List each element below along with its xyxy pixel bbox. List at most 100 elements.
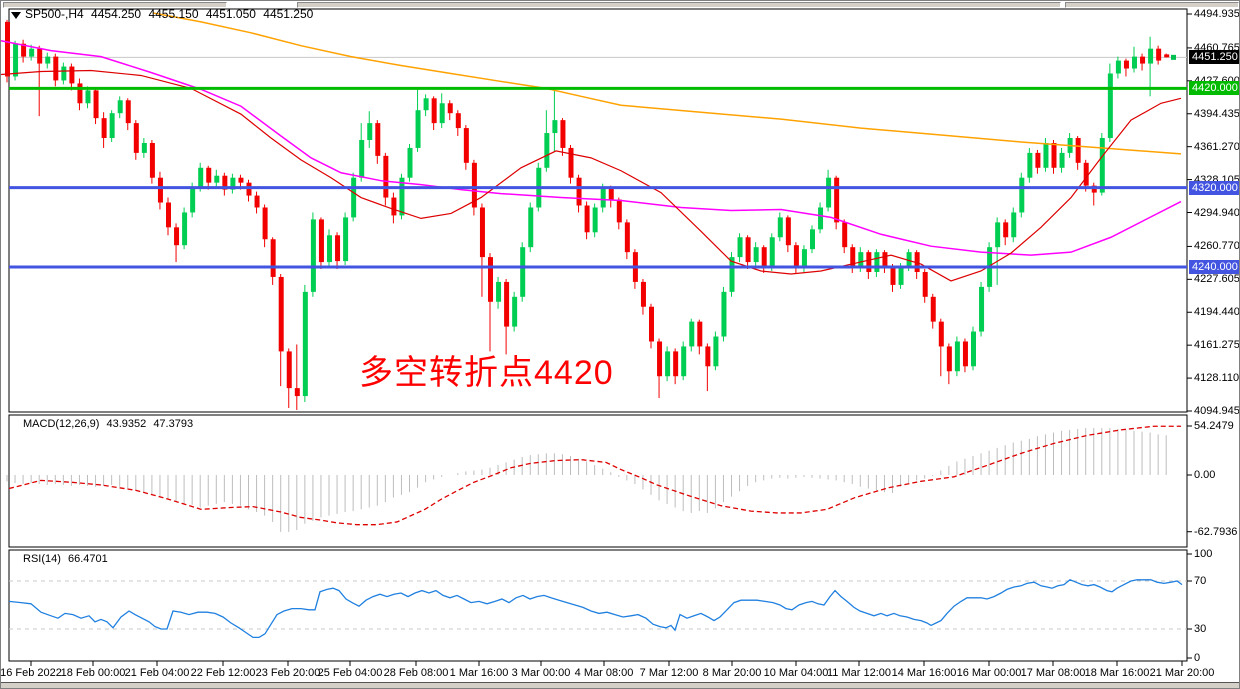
candle-body bbox=[21, 43, 27, 57]
price-axis[interactable] bbox=[1188, 1, 1239, 661]
candle-body bbox=[801, 249, 807, 268]
candle-body bbox=[157, 177, 163, 203]
macd-axis-label: -62.7936 bbox=[1194, 525, 1238, 538]
candle-body bbox=[182, 212, 188, 246]
candle-body bbox=[745, 237, 751, 263]
candle-body bbox=[560, 120, 566, 148]
candle-body bbox=[391, 197, 397, 216]
candle-body bbox=[166, 202, 171, 228]
price-axis-label: 4161.275 bbox=[1194, 339, 1240, 352]
candle-body bbox=[383, 155, 389, 198]
candle-body bbox=[367, 123, 373, 140]
status-bar-segment bbox=[3, 2, 227, 8]
candle-body bbox=[914, 252, 920, 272]
time-axis-label: 23 Feb 20:00 bbox=[255, 667, 321, 679]
candle-body bbox=[657, 341, 663, 377]
time-axis-label: 8 Mar 20:00 bbox=[702, 667, 762, 679]
candle-body bbox=[198, 167, 204, 188]
candle-body bbox=[1051, 142, 1057, 168]
candle-body bbox=[431, 98, 437, 124]
candle-body bbox=[37, 48, 43, 64]
macd-panel[interactable] bbox=[6, 425, 1181, 532]
candle-body bbox=[190, 187, 196, 213]
time-axis[interactable] bbox=[1, 662, 1239, 683]
status-bar-segment bbox=[1065, 2, 1239, 8]
rsi-panel-frame bbox=[8, 549, 1188, 662]
candle-body bbox=[93, 90, 99, 119]
price-panel-frame bbox=[8, 8, 1188, 413]
candle-body bbox=[318, 219, 324, 263]
rsi-indicator-label: RSI(14) 66.4701 bbox=[23, 553, 112, 565]
price-panel[interactable] bbox=[1, 12, 1187, 410]
candle-body bbox=[1043, 142, 1049, 168]
candle-body bbox=[1140, 56, 1146, 64]
candle-body bbox=[793, 245, 799, 268]
candle-body bbox=[69, 66, 75, 84]
rsi-axis-label: 0 bbox=[1194, 652, 1201, 664]
candle-body bbox=[327, 235, 332, 263]
candle-body bbox=[109, 113, 115, 139]
price-axis-label: 4294.940 bbox=[1194, 206, 1240, 219]
candle-body bbox=[238, 177, 244, 183]
price-tag: 4320.000 bbox=[1189, 180, 1239, 195]
macd-name: MACD(12,26,9) bbox=[23, 418, 100, 430]
candlestick-series bbox=[5, 19, 1170, 410]
candle-body bbox=[818, 207, 824, 230]
time-axis-label: 28 Feb 08:00 bbox=[383, 667, 449, 679]
candle-body bbox=[689, 321, 695, 347]
candle-body bbox=[520, 247, 526, 297]
price-tag: 4420.000 bbox=[1189, 81, 1239, 96]
candle-body bbox=[616, 199, 622, 223]
rsi-name: RSI(14) bbox=[23, 553, 61, 565]
time-axis-label: 7 Mar 12:00 bbox=[639, 667, 699, 679]
candle-body bbox=[544, 133, 550, 168]
macd-indicator-label: MACD(12,26,9) 43.9352 47.3793 bbox=[23, 418, 197, 430]
candle-body bbox=[954, 341, 960, 372]
candle-body bbox=[174, 227, 180, 246]
candle-body bbox=[1011, 212, 1017, 238]
symbol-dropdown-icon[interactable] bbox=[11, 12, 21, 19]
candle-body bbox=[673, 351, 679, 377]
price-axis-label: 4128.110 bbox=[1194, 372, 1240, 385]
candle-body bbox=[359, 139, 365, 178]
fast-ma-line bbox=[1, 69, 1182, 282]
candle-body bbox=[447, 103, 453, 114]
candle-body bbox=[141, 142, 147, 153]
candle-body bbox=[1083, 162, 1089, 186]
status-bar-segment bbox=[297, 2, 1061, 8]
candle-body bbox=[1132, 56, 1137, 69]
high-value: 4455.150 bbox=[148, 7, 199, 21]
price-axis-label: 4227.605 bbox=[1194, 273, 1240, 286]
rsi-panel[interactable] bbox=[8, 579, 1187, 639]
candle-body bbox=[761, 247, 767, 268]
candle-body bbox=[1156, 48, 1162, 61]
candle-body bbox=[504, 281, 510, 327]
candle-body bbox=[1099, 138, 1105, 193]
candle-body bbox=[29, 48, 35, 57]
candle-body bbox=[971, 331, 976, 367]
last-price-marker bbox=[1171, 54, 1176, 60]
rsi-value: 66.4701 bbox=[67, 553, 108, 565]
candle-body bbox=[471, 162, 477, 208]
candle-body bbox=[753, 247, 759, 263]
candle-body bbox=[117, 100, 123, 114]
candle-body bbox=[149, 142, 155, 178]
candle-body bbox=[681, 346, 687, 377]
candle-body bbox=[858, 252, 864, 268]
time-axis-label: 3 Mar 00:00 bbox=[511, 667, 571, 679]
candle-body bbox=[512, 296, 518, 327]
candle-body bbox=[713, 336, 719, 367]
candle-body bbox=[399, 177, 405, 216]
price-tag: 4451.250 bbox=[1189, 50, 1239, 65]
candle-body bbox=[930, 296, 936, 322]
candle-body bbox=[1027, 152, 1033, 178]
candle-body bbox=[77, 83, 83, 104]
candle-body bbox=[286, 351, 292, 389]
candle-body bbox=[407, 147, 413, 178]
candle-body bbox=[866, 252, 872, 272]
time-axis-label: 21 Feb 04:00 bbox=[124, 667, 190, 679]
candle-body bbox=[13, 43, 19, 77]
time-axis-label: 17 Mar 08:00 bbox=[1020, 667, 1086, 679]
